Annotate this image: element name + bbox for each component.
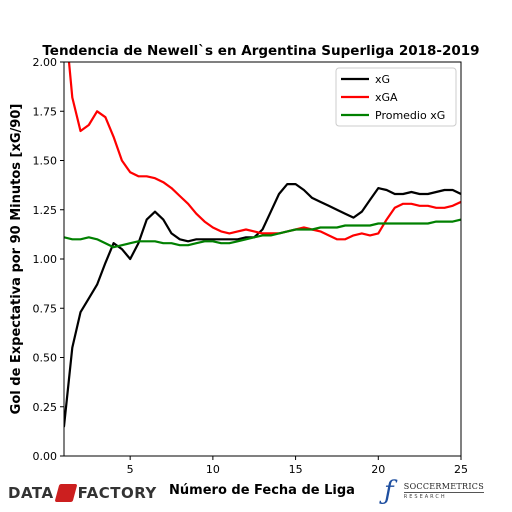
x-tick-label: 5 [127, 463, 134, 476]
legend-label: Promedio xG [375, 109, 445, 122]
x-tick-label: 10 [206, 463, 220, 476]
y-axis-label: Gol de Expectativa por 90 Minutos [xG/90… [9, 104, 24, 415]
x-tick-label: 25 [454, 463, 468, 476]
legend-box [335, 67, 457, 127]
y-tick-label: 0.50 [33, 352, 58, 365]
y-tick-label: 1.50 [33, 155, 58, 168]
legend-label: xGA [375, 91, 398, 104]
datafactory-logo-text-factory: FACTORY [77, 484, 157, 502]
y-tick-label: 0.25 [33, 401, 58, 414]
y-axis: 0.00 0.25 0.50 0.75 1.00 1.25 1.50 1.75 2.00 [33, 56, 64, 463]
soccermetrics-name: SOCCERMETRICS [403, 482, 484, 491]
legend: xG xGA Promedio xG [335, 67, 457, 127]
x-tick-label: 15 [289, 463, 303, 476]
datafactory-logo-text-data: DATA [8, 484, 54, 502]
series-line-0 [64, 183, 461, 428]
y-tick-label: 2.00 [33, 56, 58, 69]
soccermetrics-subtitle: RESEARCH [403, 492, 484, 500]
series-line-2 [64, 218, 461, 249]
y-tick-label: 0.00 [33, 450, 58, 463]
series-layer [64, 62, 461, 428]
x-axis-label: Número de Fecha de Liga [169, 483, 355, 498]
y-tick-label: 1.00 [33, 253, 58, 266]
datafactory-mark-icon [54, 484, 77, 502]
soccermetrics-logo: ƒ SOCCERMETRICS RESEARCH [384, 474, 484, 508]
x-axis: 5 10 15 20 25 [127, 456, 468, 476]
y-tick-label: 0.75 [33, 302, 58, 315]
legend-label: xG [375, 73, 390, 86]
x-tick-label: 20 [371, 463, 385, 476]
chart-title: Tendencia de Newell`s en Argentina Super… [42, 43, 479, 59]
y-tick-label: 1.25 [33, 204, 58, 217]
soccermetrics-wordmark: SOCCERMETRICS RESEARCH [403, 482, 484, 500]
series-line-1 [67, 62, 461, 241]
y-tick-label: 1.75 [33, 105, 58, 118]
datafactory-logo: DATA FACTORY [8, 481, 157, 505]
soccermetrics-mark-icon: ƒ [384, 476, 394, 506]
